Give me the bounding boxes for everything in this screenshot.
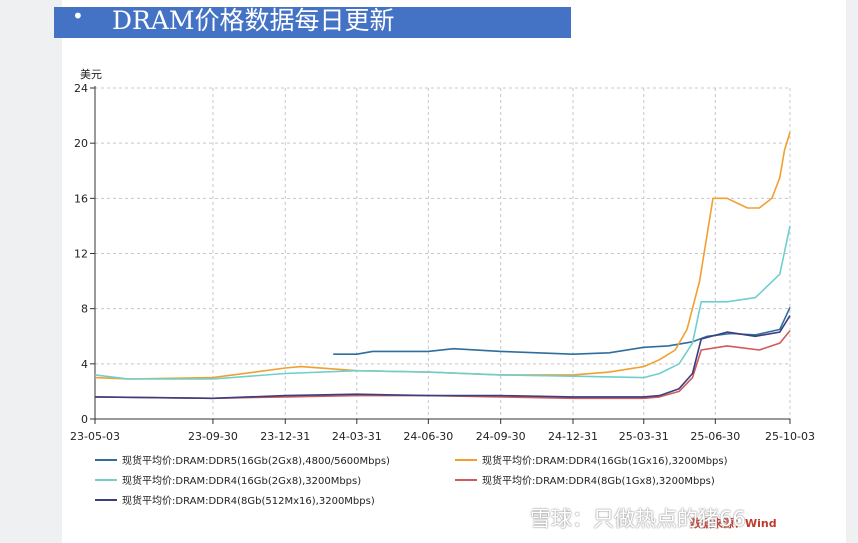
y-tick-label: 4 xyxy=(81,358,88,371)
legend-swatch xyxy=(455,458,477,461)
chart-axes: 0 4 8 12 16 20 24 23-05-03 23-09-30 23-12-31 24-03… xyxy=(70,82,815,443)
x-tick-label: 23-05-03 xyxy=(70,430,120,443)
x-tick-label: 25-06-30 xyxy=(690,430,740,443)
x-tick-label: 24-03-31 xyxy=(332,430,382,443)
y-tick-label: 24 xyxy=(74,82,88,95)
watermark-text: 雪球：只做热点的猪66 xyxy=(530,507,746,531)
y-tick-label: 20 xyxy=(74,137,88,150)
legend-label: 现货平均价:DRAM:DDR5(16Gb(2Gx8),4800/5600Mbps… xyxy=(122,456,390,467)
legend-item: 现货平均价:DRAM:DDR4(16Gb(2Gx8),3200Mbps) xyxy=(95,472,361,487)
legend-swatch xyxy=(455,478,477,481)
series-line-4 xyxy=(94,330,791,400)
y-axis-unit: 美元 xyxy=(80,68,102,81)
legend-item: 现货平均价:DRAM:DDR5(16Gb(2Gx8),4800/5600Mbps… xyxy=(95,452,390,467)
page-title: DRAM价格数据每日更新 xyxy=(112,6,395,35)
x-tick-label: 24-06-30 xyxy=(403,430,453,443)
legend-label: 现货平均价:DRAM:DDR4(8Gb(512Mx16),3200Mbps) xyxy=(122,496,375,507)
chart-series xyxy=(94,131,791,400)
left-frame xyxy=(0,0,62,543)
series-line-5 xyxy=(94,315,791,400)
legend-item: 现货平均价:DRAM:DDR4(16Gb(1Gx16),3200Mbps) xyxy=(455,452,728,467)
title-banner xyxy=(54,7,571,38)
y-tick-label: 8 xyxy=(81,303,88,316)
x-tick-label: 25-10-03 xyxy=(765,430,815,443)
x-tick-label: 24-12-31 xyxy=(548,430,598,443)
source-label: 数据来源：Wind xyxy=(690,517,777,530)
legend-item: 现货平均价:DRAM:DDR4(8Gb(512Mx16),3200Mbps) xyxy=(95,492,375,507)
series-line-3 xyxy=(94,225,791,380)
legend-label: 现货平均价:DRAM:DDR4(8Gb(1Gx8),3200Mbps) xyxy=(482,476,715,487)
legend-swatch xyxy=(95,498,117,501)
x-tick-label: 24-09-30 xyxy=(476,430,526,443)
legend-swatch xyxy=(95,458,117,461)
legend-label: 现货平均价:DRAM:DDR4(16Gb(1Gx16),3200Mbps) xyxy=(482,456,728,467)
legend-item: 现货平均价:DRAM:DDR4(8Gb(1Gx8),3200Mbps) xyxy=(455,472,715,487)
legend-swatch xyxy=(95,478,117,481)
x-tick-label: 23-09-30 xyxy=(188,430,238,443)
y-tick-label: 16 xyxy=(74,192,88,205)
x-tick-label: 23-12-31 xyxy=(260,430,310,443)
title-bullet: • xyxy=(72,4,84,28)
right-frame xyxy=(846,0,858,543)
x-tick-label: 25-03-31 xyxy=(619,430,669,443)
series-line-2 xyxy=(94,131,791,380)
y-tick-label: 0 xyxy=(81,413,88,426)
y-tick-label: 12 xyxy=(74,248,88,261)
legend-label: 现货平均价:DRAM:DDR4(16Gb(2Gx8),3200Mbps) xyxy=(122,476,362,487)
chart-grid xyxy=(95,87,791,419)
